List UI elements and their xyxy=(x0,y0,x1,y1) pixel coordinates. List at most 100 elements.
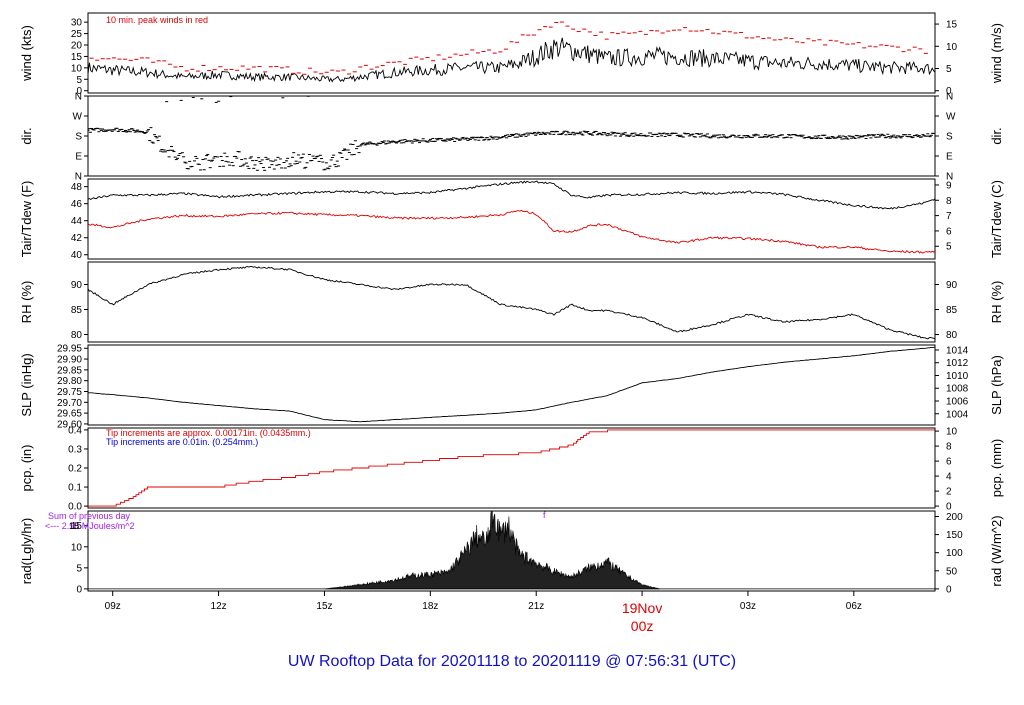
left-tick-label: 29.65 xyxy=(57,409,82,420)
right-tick-label: 15 xyxy=(946,20,958,31)
left-tick-label: 29.60 xyxy=(57,419,82,430)
series-pcp-0 xyxy=(88,429,935,507)
panel-data xyxy=(88,429,935,507)
y-axis-label-right: Tair/Tdew (C) xyxy=(989,180,1004,258)
panel-frame xyxy=(87,178,936,260)
right-tick-label: 150 xyxy=(946,530,963,541)
left-tick-label: 40 xyxy=(71,250,83,261)
left-tick-label: 29.80 xyxy=(57,376,82,387)
series-rh-0 xyxy=(88,265,935,340)
left-tick-label: 10 xyxy=(71,63,83,74)
left-tick-label: 29.70 xyxy=(57,398,82,409)
left-tick-label: 44 xyxy=(71,216,83,227)
left-tick-label: 5 xyxy=(76,563,82,574)
panel-frame xyxy=(87,344,936,426)
rad-annotation-tick: 15 xyxy=(69,521,79,531)
x-tick-label: 15z xyxy=(316,601,332,612)
right-tick-label: 80 xyxy=(946,330,958,341)
right-tick-label: 8 xyxy=(946,196,952,207)
right-tick-label: 1006 xyxy=(946,397,969,408)
right-tick-label: 1014 xyxy=(946,345,969,356)
panel-data xyxy=(88,96,935,171)
panel-slp: 29.6029.6529.7029.7529.8029.8529.9029.95… xyxy=(19,344,1004,431)
series-wind-speed xyxy=(88,37,935,83)
left-tick-label: 46 xyxy=(71,199,83,210)
left-tick-label: 90 xyxy=(71,280,83,291)
right-tick-label: 10 xyxy=(946,42,958,53)
left-tick-label: 20 xyxy=(71,41,83,52)
left-tick-label: 25 xyxy=(71,29,83,40)
x-tick-label: 21z xyxy=(528,601,544,612)
right-tick-label: 1010 xyxy=(946,371,969,382)
y-axis-label-left: dir. xyxy=(19,127,34,144)
panel-data xyxy=(88,511,935,590)
right-tick-label: 10 xyxy=(946,427,958,438)
panel-frame xyxy=(87,261,936,343)
right-tick-label: 90 xyxy=(946,280,958,291)
right-tick-label: S xyxy=(946,132,953,143)
panel-data xyxy=(88,346,935,423)
y-axis-label-left: RH (%) xyxy=(19,281,34,324)
rad-annotation-f: f xyxy=(543,510,546,520)
right-tick-label: 1008 xyxy=(946,384,969,395)
x-tick-label: 06z xyxy=(846,601,862,612)
left-tick-label: 29.85 xyxy=(57,365,82,376)
left-tick-label: S xyxy=(75,132,82,143)
right-tick-label: 6 xyxy=(946,226,952,237)
panel-frame xyxy=(87,12,936,94)
right-tick-label: 200 xyxy=(946,512,963,523)
right-tick-label: 1004 xyxy=(946,409,969,420)
y-axis-label-left: Tair/Tdew (F) xyxy=(19,181,34,258)
panel-data xyxy=(88,180,935,254)
y-axis-label-right: wind (m/s) xyxy=(989,23,1004,84)
y-axis-label-right: SLP (hPa) xyxy=(989,355,1004,415)
panel-data xyxy=(88,21,935,83)
panel-rh: 80 85 90 80 85 90 RH (%) RH (%) xyxy=(19,261,1004,343)
right-tick-label: 85 xyxy=(946,305,958,316)
right-tick-label: 100 xyxy=(946,548,963,559)
left-tick-label: W xyxy=(73,112,83,123)
left-tick-label: 29.90 xyxy=(57,355,82,366)
panel-temp: 40 42 44 46 48 5 6 7 8 9 Tair/Tdew (F) Tair/Tdew (C… xyxy=(19,178,1004,261)
left-tick-label: 0.1 xyxy=(68,483,82,494)
y-axis-label-right: rad (W/m^2) xyxy=(989,515,1004,586)
left-tick-label: 15 xyxy=(71,52,83,63)
x-tick-label: 12z xyxy=(211,601,227,612)
left-tick-label: 0.2 xyxy=(68,464,82,475)
x-tick-label: 18z xyxy=(422,601,438,612)
y-axis-label-left: rad(Lgly/hr) xyxy=(19,518,34,584)
pcp-annotation-tip: Tip increments are 0.01in. (0.254mm.) xyxy=(106,437,258,447)
series-temp-0 xyxy=(88,180,935,210)
right-tick-label: N xyxy=(946,92,953,103)
day-break-hour: 00z xyxy=(631,618,654,634)
left-tick-label: N xyxy=(75,92,82,103)
left-tick-label: 0 xyxy=(76,584,82,595)
right-tick-label: W xyxy=(946,112,956,123)
right-tick-label: 4 xyxy=(946,472,952,483)
radiation-area xyxy=(324,511,660,590)
right-tick-label: 8 xyxy=(946,442,952,453)
series-temp-1 xyxy=(88,209,935,254)
left-tick-label: 85 xyxy=(71,305,83,316)
right-tick-label: 6 xyxy=(946,457,952,468)
left-tick-label: 29.75 xyxy=(57,387,82,398)
right-tick-label: 7 xyxy=(946,211,952,222)
left-tick-label: 48 xyxy=(71,182,83,193)
right-tick-label: 0 xyxy=(946,502,952,513)
left-tick-label: 10 xyxy=(71,542,83,553)
pcp-annotation-approx: Tip increments are approx. 0.00171in. (0… xyxy=(106,428,311,438)
right-tick-label: 2 xyxy=(946,487,952,498)
left-tick-label: 5 xyxy=(76,75,82,86)
right-tick-label: 1012 xyxy=(946,358,969,369)
x-tick-label: 03z xyxy=(740,601,756,612)
y-axis-label-right: pcp. (mm) xyxy=(989,439,1004,498)
y-axis-label-left: wind (kts) xyxy=(19,25,34,82)
left-tick-label: 0.3 xyxy=(68,444,82,455)
left-tick-label: E xyxy=(75,152,82,163)
left-tick-label: 0.0 xyxy=(68,502,82,513)
day-break-date: 19Nov xyxy=(622,600,662,616)
